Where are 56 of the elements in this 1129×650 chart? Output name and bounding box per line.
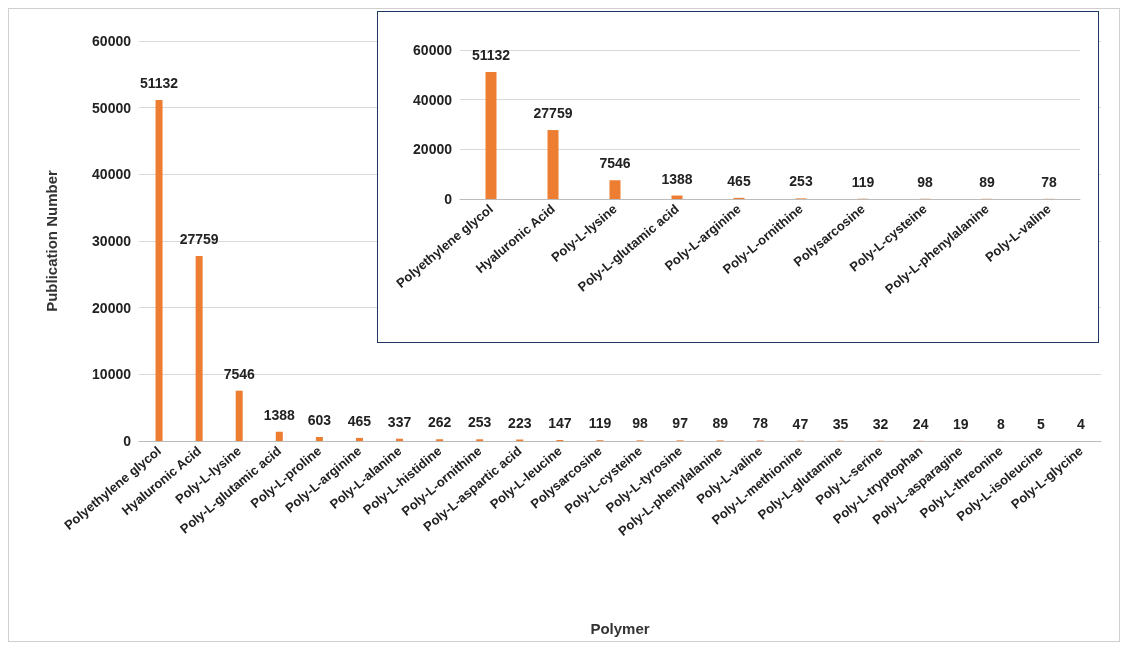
data-label: 89: [712, 415, 729, 432]
y-tick-label: 40000: [92, 166, 132, 183]
y-tick-label: 20000: [92, 299, 132, 316]
data-label: 465: [347, 412, 372, 429]
data-label: 253: [789, 173, 813, 190]
bar: [235, 390, 243, 441]
data-label: 7546: [599, 155, 631, 172]
y-tick-label: 60000: [92, 33, 132, 49]
y-tick-label: 50000: [92, 99, 132, 116]
y-tick-label: 0: [123, 433, 132, 449]
data-label: 8: [996, 415, 1005, 432]
data-label: 147: [548, 415, 572, 432]
bar: [485, 72, 497, 199]
data-label: 19: [952, 415, 969, 432]
data-label: 78: [752, 415, 769, 432]
y-tick-label: 0: [444, 191, 453, 207]
bar: [275, 431, 283, 441]
data-label: 47: [792, 415, 809, 432]
data-label: 27759: [533, 105, 573, 122]
bar: [355, 437, 363, 441]
data-label: 1388: [263, 406, 296, 423]
data-label: 24: [912, 415, 929, 432]
data-label: 7546: [223, 365, 255, 382]
data-label: 603: [307, 411, 332, 428]
data-label: 97: [672, 415, 689, 432]
data-label: 32: [872, 415, 889, 432]
x-axis-title: Polymer: [590, 620, 650, 637]
y-axis-title: Publication Number: [43, 170, 60, 312]
data-label: 253: [468, 414, 492, 431]
data-label: 89: [979, 173, 995, 190]
y-tick-label: 20000: [413, 141, 453, 158]
data-label: 98: [632, 415, 649, 432]
data-label: 337: [387, 413, 412, 430]
data-label: 35: [832, 415, 849, 432]
data-label: 51132: [139, 75, 179, 92]
bar: [315, 436, 323, 441]
bar: [609, 180, 621, 199]
bar: [195, 255, 203, 441]
data-label: 262: [427, 414, 452, 431]
y-tick-label: 60000: [413, 42, 453, 58]
data-label: 27759: [179, 230, 219, 247]
data-label: 5: [1036, 415, 1045, 432]
bar: [155, 100, 163, 441]
data-label: 465: [727, 172, 751, 189]
y-tick-label: 40000: [413, 91, 453, 108]
data-label: 78: [1041, 173, 1057, 190]
data-label: 119: [588, 415, 612, 432]
data-label: 119: [851, 173, 875, 190]
data-label: 98: [917, 173, 933, 190]
y-tick-label: 30000: [92, 233, 132, 249]
data-label: 1388: [661, 170, 693, 187]
y-tick-label: 10000: [92, 366, 132, 383]
bar: [547, 130, 559, 199]
data-label: 4: [1077, 415, 1086, 432]
data-label: 51132: [471, 47, 511, 64]
data-label: 223: [508, 414, 532, 431]
